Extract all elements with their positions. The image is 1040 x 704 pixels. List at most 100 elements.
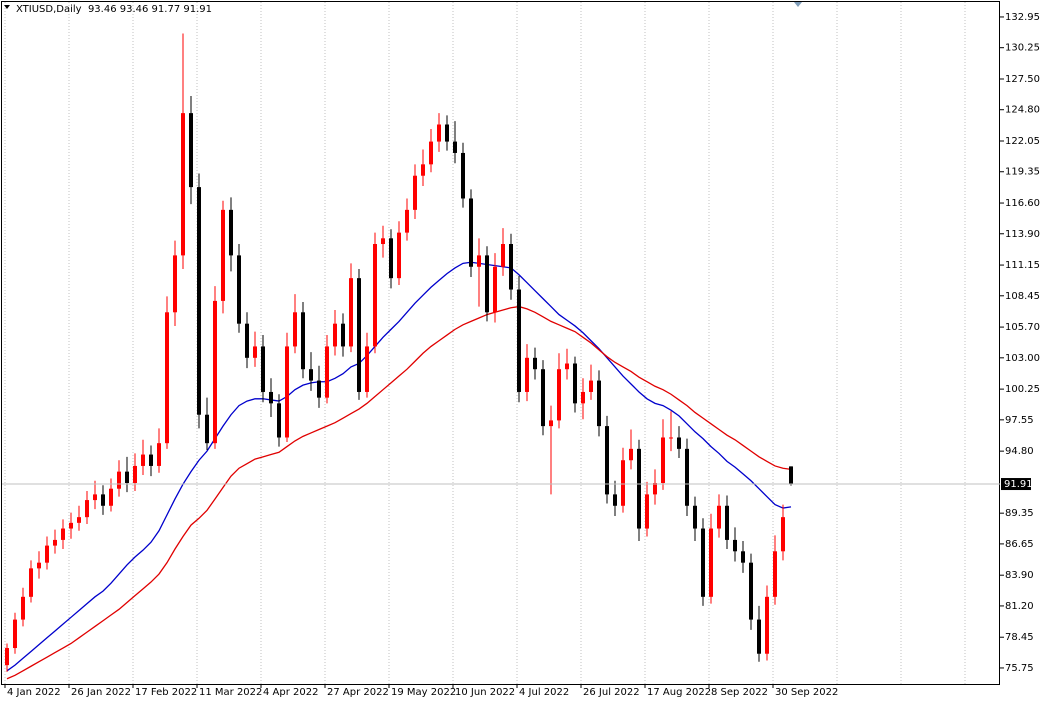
candle-body [157, 443, 161, 466]
candle-body [733, 539, 737, 552]
candle-body [269, 391, 273, 404]
candle-body [325, 346, 329, 398]
y-tick-label: 119.35 [1005, 167, 1040, 178]
candle-body [549, 420, 553, 427]
x-tick-label: 26 Jan 2022 [71, 687, 131, 698]
candle-body [661, 437, 665, 484]
candle-body [77, 517, 81, 523]
ma-line [6, 305, 792, 680]
x-tick-label: 19 May 2022 [391, 687, 456, 698]
candle-body [701, 528, 705, 597]
candle-body [373, 244, 377, 347]
candle-body [357, 278, 361, 392]
candle-body [717, 505, 721, 529]
candle-body [629, 448, 633, 461]
y-tick-label: 94.80 [1005, 446, 1034, 457]
candle-body [173, 255, 177, 313]
candle-body [525, 357, 529, 392]
chart-title: XTIUSD,Daily 93.46 93.46 91.77 91.91 [16, 4, 212, 15]
candle-body [781, 517, 785, 552]
y-tick-label: 122.05 [1005, 136, 1040, 147]
menu-triangle [4, 5, 10, 9]
y-tick-label: 97.55 [1005, 415, 1034, 426]
candle-body [45, 545, 49, 563]
ma-line [6, 261, 792, 672]
x-tick-label: 17 Feb 2022 [135, 687, 197, 698]
candle-body [565, 363, 569, 370]
candle-body [213, 300, 217, 444]
candle-body [421, 164, 425, 176]
y-tick-label: 86.65 [1005, 539, 1034, 550]
candle-body [149, 454, 153, 466]
candle-body [621, 460, 625, 506]
candle-body [125, 471, 129, 484]
candle-body [669, 437, 673, 439]
last-price-label: 91.91 [1004, 479, 1033, 490]
candle-body [109, 488, 113, 506]
candle-body [493, 266, 497, 313]
y-tick-label: 124.80 [1005, 105, 1040, 116]
x-tick-label: 11 Mar 2022 [199, 687, 262, 698]
candle-body [245, 323, 249, 358]
candle-body [429, 141, 433, 165]
candle-body [301, 312, 305, 370]
candle-body [29, 568, 33, 597]
candle-body [581, 391, 585, 404]
candle-body [541, 369, 545, 427]
candle-body [613, 494, 617, 506]
candle-body [189, 113, 193, 188]
candle-body [381, 238, 385, 245]
x-tick-label: 17 Aug 2022 [647, 687, 711, 698]
candle-body [85, 500, 89, 518]
candle-body [61, 528, 65, 540]
y-tick-label: 132.95 [1005, 12, 1040, 23]
candle-body [5, 648, 9, 666]
candle-body [637, 448, 641, 529]
candle-body [725, 505, 729, 540]
candle-body [461, 152, 465, 199]
y-tick-label: 108.45 [1005, 291, 1040, 302]
candle-body [757, 619, 761, 654]
y-tick-label: 105.70 [1005, 322, 1040, 333]
candle-body [557, 369, 561, 421]
candle-body [517, 289, 521, 392]
candle-body [237, 255, 241, 324]
candle-body [221, 209, 225, 301]
y-tick-label: 116.60 [1005, 198, 1040, 209]
candle-body [285, 346, 289, 438]
candle-body [477, 255, 481, 267]
candle-body [653, 483, 657, 495]
shift-marker [794, 2, 802, 7]
candle-body [365, 346, 369, 392]
candle-body [253, 346, 257, 358]
candle-body [597, 380, 601, 427]
y-tick-label: 75.75 [1005, 663, 1034, 674]
candle-body [693, 505, 697, 529]
x-tick-label: 8 Sep 2022 [711, 687, 768, 698]
candle-body [469, 198, 473, 267]
candle-body [749, 562, 753, 620]
candle-body [205, 414, 209, 444]
candle-body [485, 255, 489, 313]
x-tick-label: 26 Jul 2022 [583, 687, 640, 698]
candle-body [397, 232, 401, 279]
candle-body [53, 539, 57, 546]
candle-body [13, 619, 17, 649]
candle-body [37, 562, 41, 569]
candle-body [741, 551, 745, 563]
candle-body [341, 323, 345, 347]
candle-body [197, 187, 201, 415]
candle-body [389, 238, 393, 279]
x-tick-label: 4 Apr 2022 [263, 687, 318, 698]
candle-body [573, 363, 577, 404]
candle-body [405, 209, 409, 233]
y-tick-label: 113.90 [1005, 229, 1040, 240]
candle-body [453, 141, 457, 153]
candle-body [261, 346, 265, 392]
y-tick-label: 130.25 [1005, 43, 1040, 54]
candle-body [677, 437, 681, 449]
candle-body [293, 312, 297, 347]
candle-body [333, 323, 337, 347]
x-tick-label: 4 Jan 2022 [7, 687, 61, 698]
